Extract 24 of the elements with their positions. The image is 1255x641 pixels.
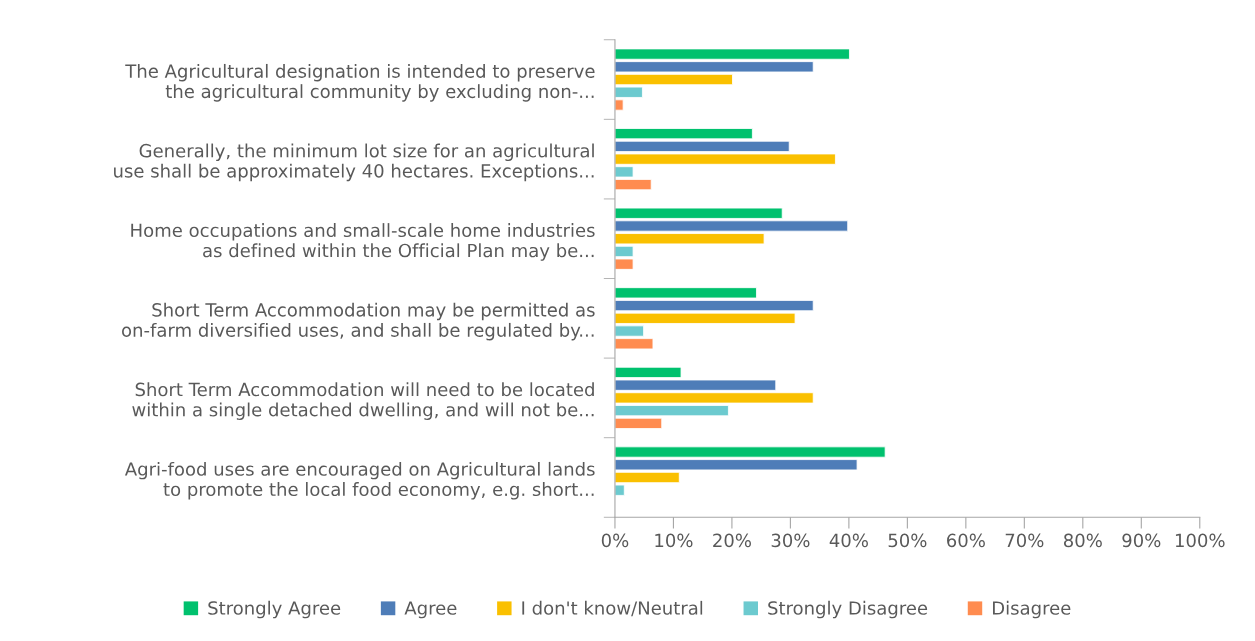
- y-tick-label: Short Term Accommodation may be permitted as on-farm diversified uses, and shall be regulated by...: [122, 302, 595, 341]
- x-tick-label: 30%: [771, 533, 810, 548]
- x-tick-label: 60%: [947, 533, 985, 548]
- legend-label: I don't know/Neutral: [522, 600, 703, 617]
- bar: [614, 417, 663, 429]
- bar: [614, 128, 753, 140]
- y-tick-label: Home occupations and small-scale home industries as defined within the Official Plan may be...: [131, 223, 595, 261]
- x-tick-label: 90%: [1122, 533, 1161, 548]
- y-tick-label: Short Term Accommodation will need to be located within a single detached dwelling, and will not be...: [132, 382, 594, 420]
- legend-label: Strongly Disagree: [768, 600, 928, 619]
- y-tick-label: The Agricultural designation is intended to preserve the agricultural community by excluding non-...: [125, 63, 595, 102]
- x-tick-label: 0%: [601, 533, 629, 548]
- y-tick-label: Generally, the minimum lot size for an agricultural use shall be approximately 40 hectares. Exceptions...: [114, 143, 594, 182]
- x-tick-label: 70%: [1005, 533, 1044, 548]
- x-tick-label: 20%: [713, 533, 751, 548]
- y-tick-label: Agri-food uses are encouraged on Agricultural lands to promote the local food economy, e.g. short...: [124, 461, 595, 500]
- x-tick-label: 40%: [829, 533, 868, 548]
- legend-label: Disagree: [993, 600, 1071, 619]
- x-tick-label: 100%: [1175, 533, 1225, 548]
- x-tick-label: 50%: [888, 533, 927, 548]
- x-tick-label: 10%: [655, 533, 693, 548]
- legend-label: Strongly Agree: [208, 600, 341, 619]
- x-tick-label: 80%: [1063, 533, 1102, 548]
- legend-label: Agree: [404, 601, 457, 619]
